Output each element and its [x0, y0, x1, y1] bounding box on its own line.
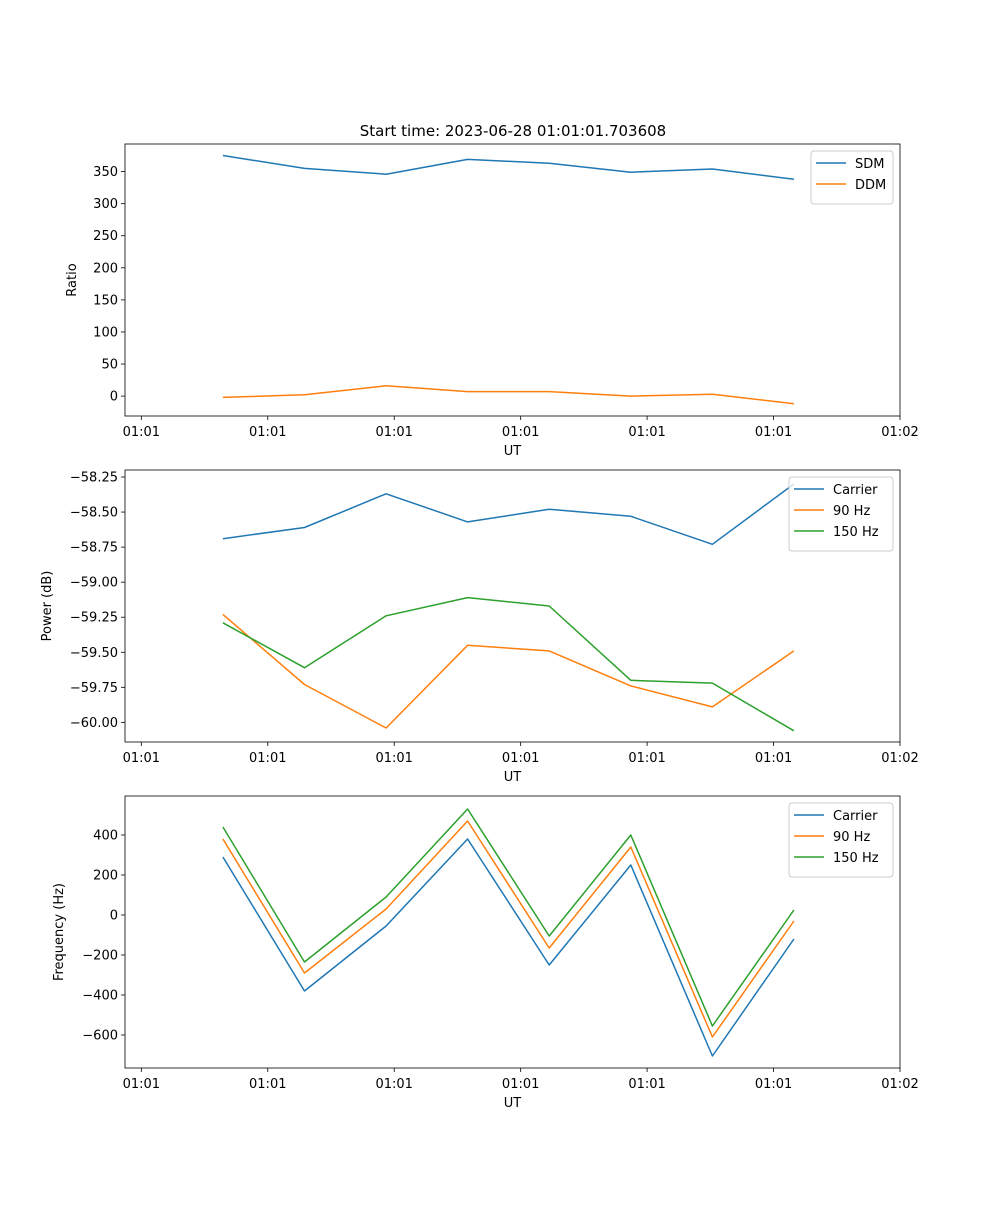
frequency-x-tick-label: 01:01	[123, 1077, 160, 1092]
ratio-x-tick-label: 01:01	[249, 425, 286, 440]
power-legend-label: Carrier	[833, 483, 878, 498]
ratio-y-tick-label: 150	[93, 293, 118, 308]
frequency-x-tick-label: 01:02	[881, 1077, 918, 1092]
ratio-series-line-ddm	[222, 385, 794, 405]
frequency-y-tick-label: 0	[110, 909, 118, 924]
figure-title: Start time: 2023-06-28 01:01:01.703608	[360, 122, 666, 140]
power-x-tick-label: 01:01	[123, 751, 160, 766]
power-x-tick-label: 01:01	[755, 751, 792, 766]
power-x-tick-label: 01:01	[249, 751, 286, 766]
ratio-chart-panel: 01:01 01:01 01:01 01:01 01:01 01:01 01:02 0 50 10…	[65, 143, 919, 459]
power-y-tick-label: −59.75	[70, 681, 118, 696]
frequency-legend-box	[788, 802, 894, 878]
power-y-tick-label: −58.75	[70, 541, 118, 556]
power-y-tick-label: −59.25	[70, 611, 118, 626]
power-y-tick-label: −58.50	[70, 506, 118, 521]
ratio-legend: SDM DDM	[810, 150, 894, 205]
ratio-legend-label: DDM	[855, 178, 886, 193]
frequency-y-axis-label: Frequency (Hz)	[52, 883, 67, 981]
power-legend-label: 90 Hz	[833, 504, 870, 519]
power-x-axis-label: UT	[504, 770, 522, 785]
frequency-x-tick-label: 01:01	[249, 1077, 286, 1092]
ratio-y-tick-label: 350	[93, 165, 118, 180]
frequency-series-line-150-hz	[222, 808, 795, 1027]
power-x-tick-label: 01:01	[375, 751, 412, 766]
ratio-y-tick-label: 50	[101, 358, 118, 373]
frequency-x-tick-label: 01:01	[628, 1077, 665, 1092]
frequency-x-axis-label: UT	[504, 1096, 522, 1111]
power-y-tick-label: −59.00	[70, 576, 118, 591]
power-y-tick-label: −58.25	[70, 471, 118, 486]
ratio-y-tick-label: 100	[93, 325, 118, 340]
frequency-series-line-carrier	[222, 838, 795, 1057]
ratio-axes-frame	[124, 143, 901, 417]
frequency-legend-label: Carrier	[833, 809, 878, 824]
frequency-chart-panel: 01:01 01:01 01:01 01:01 01:01 01:01 01:02 −600 −…	[52, 795, 919, 1111]
ratio-legend-label: SDM	[855, 157, 884, 172]
ratio-x-tick-label: 01:01	[375, 425, 412, 440]
ratio-legend-box	[810, 150, 894, 205]
frequency-legend: Carrier 90 Hz 150 Hz	[788, 802, 894, 878]
frequency-y-tick-label: −400	[82, 989, 118, 1004]
frequency-x-tick-label: 01:01	[502, 1077, 539, 1092]
ratio-x-tick-label: 01:01	[628, 425, 665, 440]
power-legend-label: 150 Hz	[833, 525, 879, 540]
ratio-x-tick-label: 01:01	[123, 425, 160, 440]
power-series-line-carrier	[222, 483, 795, 546]
frequency-y-tick-label: −200	[82, 949, 118, 964]
power-y-tick-label: −59.50	[70, 646, 118, 661]
power-series-line-150-hz	[222, 596, 795, 732]
ratio-y-tick-label: 0	[110, 390, 118, 405]
ratio-x-tick-label: 01:01	[755, 425, 792, 440]
frequency-x-tick-label: 01:01	[375, 1077, 412, 1092]
ratio-x-axis-label: UT	[504, 444, 522, 459]
frequency-legend-label: 90 Hz	[833, 830, 870, 845]
ratio-x-tick-label: 01:01	[502, 425, 539, 440]
power-axes-frame	[124, 469, 901, 743]
frequency-axes-frame	[124, 795, 901, 1069]
frequency-x-tick-label: 01:01	[755, 1077, 792, 1092]
power-series-line-90-hz	[222, 613, 795, 729]
ratio-y-tick-label: 300	[93, 197, 118, 212]
power-y-axis-label: Power (dB)	[40, 571, 55, 642]
ratio-series-line-sdm	[222, 154, 794, 181]
frequency-y-tick-label: 400	[93, 829, 118, 844]
power-legend-box	[788, 476, 894, 552]
power-chart-panel: 01:01 01:01 01:01 01:01 01:01 01:01 01:02 −60.0…	[40, 469, 919, 785]
frequency-y-tick-label: −600	[82, 1029, 118, 1044]
frequency-series-line-90-hz	[222, 820, 795, 1038]
ratio-y-axis-label: Ratio	[65, 263, 80, 296]
ratio-y-tick-label: 250	[93, 229, 118, 244]
ratio-y-tick-label: 200	[93, 261, 118, 276]
frequency-legend-label: 150 Hz	[833, 851, 879, 866]
power-y-tick-label: −60.00	[70, 716, 118, 731]
power-legend: Carrier 90 Hz 150 Hz	[788, 476, 894, 552]
frequency-y-tick-label: 200	[93, 869, 118, 884]
power-x-tick-label: 01:01	[628, 751, 665, 766]
ratio-x-tick-label: 01:02	[881, 425, 918, 440]
power-x-tick-label: 01:02	[881, 751, 918, 766]
power-x-tick-label: 01:01	[502, 751, 539, 766]
